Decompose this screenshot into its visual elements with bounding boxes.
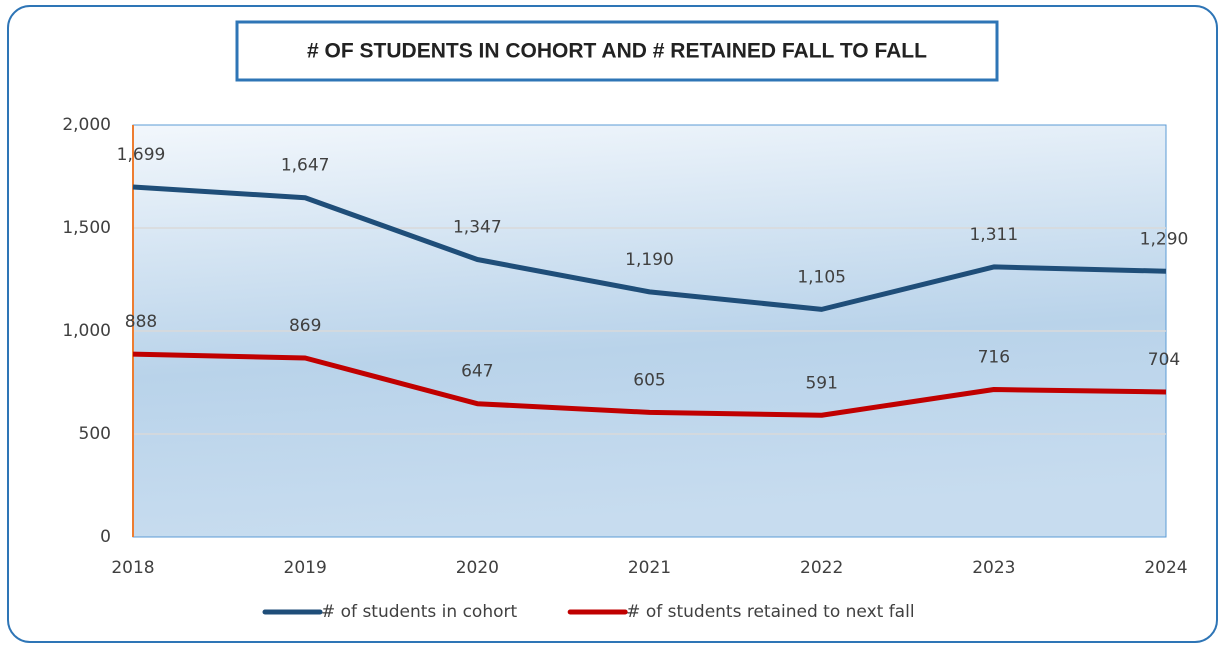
x-tick-label: 2023 xyxy=(972,558,1015,578)
data-label: 1,311 xyxy=(969,225,1018,245)
x-tick-label: 2021 xyxy=(628,558,671,578)
data-label: 869 xyxy=(289,316,321,336)
data-label: 1,647 xyxy=(281,156,330,176)
y-tick-label: 1,000 xyxy=(62,321,111,341)
data-label: 591 xyxy=(805,373,837,393)
legend-label: # of students in cohort xyxy=(321,602,517,622)
data-label: 888 xyxy=(125,312,157,332)
data-label: 704 xyxy=(1148,350,1180,370)
y-tick-label: 0 xyxy=(100,527,111,547)
x-tick-label: 2024 xyxy=(1144,558,1187,578)
data-label: 647 xyxy=(461,362,493,382)
x-tick-label: 2018 xyxy=(111,558,154,578)
x-tick-label: 2020 xyxy=(456,558,499,578)
y-tick-label: 2,000 xyxy=(62,115,111,135)
y-tick-label: 1,500 xyxy=(62,218,111,238)
x-tick-label: 2022 xyxy=(800,558,843,578)
series-line xyxy=(132,184,1167,312)
data-label: 1,290 xyxy=(1140,229,1189,249)
title-box xyxy=(235,20,999,82)
chart-title: # OF STUDENTS IN COHORT AND # RETAINED F… xyxy=(307,40,927,63)
data-label: 716 xyxy=(978,348,1010,368)
data-label: 1,190 xyxy=(625,250,674,270)
data-label: 605 xyxy=(633,370,665,390)
x-tick-label: 2019 xyxy=(284,558,327,578)
y-tick-label: 500 xyxy=(79,424,111,444)
data-label: 1,699 xyxy=(117,145,166,165)
data-label: 1,347 xyxy=(453,218,502,238)
legend-label: # of students retained to next fall xyxy=(626,602,914,622)
series-line xyxy=(132,351,1167,418)
data-label: 1,105 xyxy=(797,267,846,287)
